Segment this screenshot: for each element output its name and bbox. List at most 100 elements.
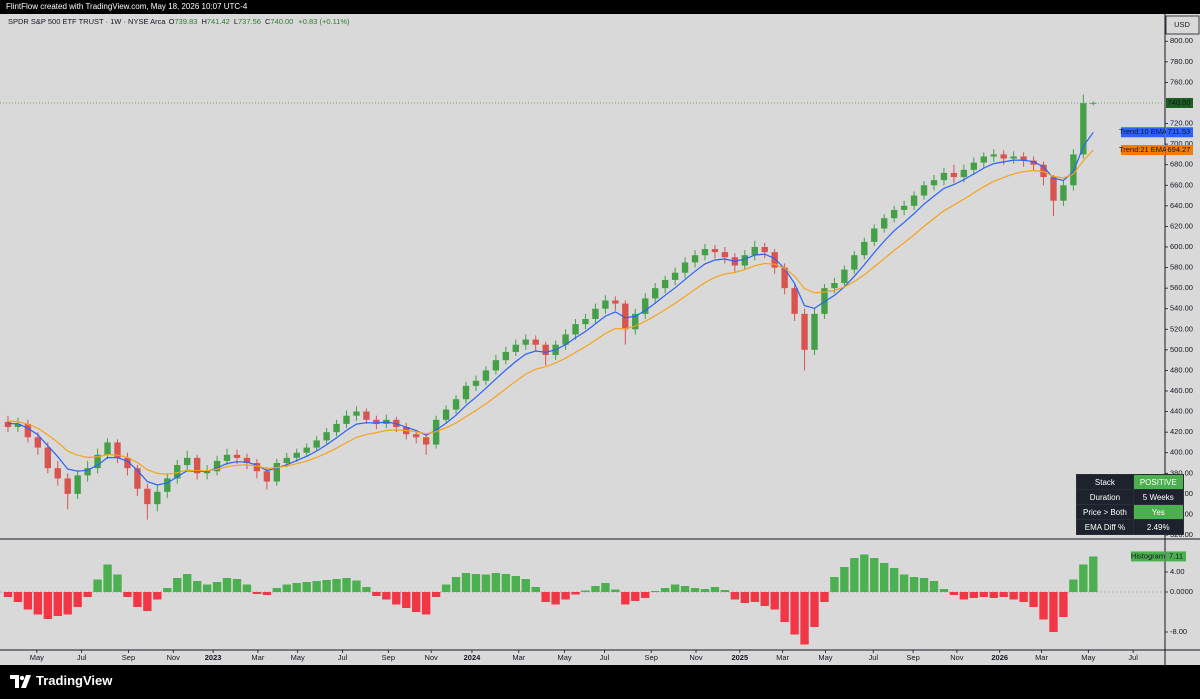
- hist-name-box: [1131, 551, 1165, 562]
- candle-body: [442, 409, 450, 420]
- histogram-bar: [571, 592, 580, 595]
- x-tick-label: Sep: [382, 653, 395, 662]
- candle-body: [671, 272, 679, 280]
- histogram-bar: [212, 582, 222, 592]
- histogram-bar: [889, 568, 899, 592]
- histogram-bar: [441, 584, 451, 592]
- y-tick-label: 600.00: [1170, 242, 1193, 251]
- histogram-bar: [1029, 592, 1038, 607]
- candle-body: [701, 249, 709, 256]
- candle-body: [1030, 160, 1037, 165]
- x-tick-label: Nov: [689, 653, 703, 662]
- x-tick-label: Nov: [424, 653, 438, 662]
- candle-body: [333, 423, 340, 433]
- histogram-bar: [63, 592, 72, 615]
- ohlc-value: 740.00: [270, 17, 294, 26]
- histogram-bar: [113, 574, 122, 592]
- candle-body: [293, 452, 300, 458]
- y-tick-label: 700.00: [1170, 139, 1193, 148]
- histogram-bar: [372, 592, 381, 596]
- histogram-bar: [999, 592, 1008, 597]
- candle-body: [223, 454, 231, 461]
- histogram-bar: [840, 567, 849, 592]
- ema-value-box: [1166, 127, 1193, 138]
- candle-body: [602, 300, 609, 309]
- histogram-bar: [222, 578, 232, 592]
- candle-body: [84, 468, 91, 476]
- histogram-bar: [1059, 592, 1068, 617]
- candle-body: [950, 172, 958, 178]
- candle-body: [44, 447, 51, 469]
- candle-body: [273, 463, 280, 482]
- candle-body: [452, 399, 460, 410]
- candle-body: [721, 252, 729, 258]
- histogram-bar: [342, 578, 351, 592]
- candle-body: [94, 454, 101, 469]
- table-cell: Price > Both: [1076, 504, 1134, 520]
- symbol-legend: SPDR S&P 500 ETF TRUST · 1W · NYSE Arca …: [8, 17, 353, 26]
- candle-body: [174, 465, 181, 479]
- histogram-bar: [939, 589, 949, 592]
- candle-body: [114, 442, 121, 458]
- candle-body: [900, 205, 908, 210]
- histogram-bar: [83, 592, 92, 597]
- candle-body: [642, 298, 649, 314]
- ohlc-value: 737.56: [237, 17, 261, 26]
- x-tick-label: Jul: [1128, 653, 1138, 662]
- histogram-bar: [919, 578, 929, 592]
- histogram-bar: [631, 592, 640, 601]
- hist-value-box: [1166, 551, 1186, 562]
- histogram-bar: [421, 592, 431, 615]
- histogram-bar: [899, 574, 909, 592]
- candle-body: [34, 437, 42, 448]
- histogram-bar: [13, 592, 23, 602]
- histogram-bar: [123, 592, 132, 597]
- y-tick-label: 380.00: [1170, 468, 1193, 477]
- x-tick-label: Mar: [512, 653, 525, 662]
- ema-name: Trend:21 EMA: [1119, 145, 1167, 154]
- histogram-bar: [949, 592, 959, 595]
- candle-body: [64, 478, 71, 494]
- x-tick-label: Nov: [950, 653, 964, 662]
- candle-body: [283, 457, 290, 464]
- candle-body: [791, 288, 798, 314]
- histogram-bar: [163, 588, 172, 592]
- histogram-bar: [521, 579, 530, 592]
- brand: TradingView: [36, 673, 113, 688]
- last-price-label: 740.00: [1168, 98, 1191, 107]
- y-tick-label: 400.00: [1170, 448, 1193, 457]
- candle-body: [263, 471, 271, 482]
- candle-body: [134, 468, 141, 489]
- histogram-bar: [870, 558, 879, 592]
- x-tick-label: Sep: [122, 653, 135, 662]
- x-tick-label: Sep: [906, 653, 919, 662]
- candle-body: [881, 218, 888, 229]
- y-tick-label: -8.00: [1170, 627, 1187, 636]
- histogram-bar: [1079, 564, 1088, 592]
- candle-body: [313, 440, 320, 448]
- candle-body: [1090, 102, 1097, 104]
- candle-body: [632, 313, 639, 330]
- x-tick-label: 2023: [205, 653, 222, 662]
- histogram-bar: [292, 583, 301, 592]
- histogram-bar: [461, 573, 471, 592]
- histogram-bar: [820, 592, 829, 602]
- candle-body: [681, 262, 689, 273]
- y-tick-label: 320.00: [1170, 530, 1193, 539]
- y-tick-label: 620.00: [1170, 221, 1193, 230]
- stats-table: Stack POSITIVE Duration 5 Weeks Price > Bo…: [1076, 474, 1184, 535]
- candle-body: [771, 252, 778, 268]
- histogram-bar: [143, 592, 152, 611]
- histogram-bar: [750, 592, 759, 602]
- histogram-bar: [392, 592, 401, 605]
- candle-body: [851, 255, 858, 270]
- histogram-bar: [262, 592, 272, 595]
- candle-body: [203, 471, 211, 474]
- candle-body: [124, 457, 131, 469]
- y-tick-label: 760.00: [1170, 77, 1193, 86]
- candle-body: [871, 228, 878, 242]
- hist-name: Histogram: [1131, 551, 1165, 560]
- candle-body: [413, 434, 420, 438]
- histogram-bar: [202, 584, 212, 592]
- candle-body: [980, 156, 987, 163]
